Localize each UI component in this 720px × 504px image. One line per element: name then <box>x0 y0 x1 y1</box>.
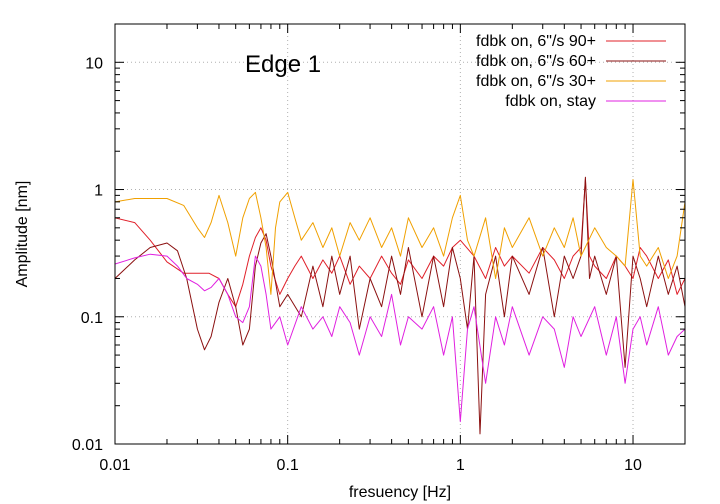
y-tick-label: 1 <box>94 183 103 200</box>
legend-label: fdbk on, 6"/s 60+ <box>476 53 596 70</box>
y-tick-label: 10 <box>85 55 103 72</box>
x-tick-labels: 0.01 0.1 1 10 <box>99 457 642 474</box>
series-line-3 <box>115 179 685 295</box>
y-tick-label: 0.01 <box>72 437 103 454</box>
x-tick-label: 1 <box>456 457 465 474</box>
legend: fdbk on, 6"/s 90+ fdbk on, 6"/s 60+ fdbk o… <box>476 33 666 110</box>
series-layer <box>115 176 685 435</box>
x-tick-label: 0.1 <box>277 457 299 474</box>
x-axis-label: fresuency [Hz] <box>349 484 451 501</box>
y-axis-label: Amplitude [nm] <box>14 181 31 288</box>
x-tick-label: 10 <box>624 457 642 474</box>
grid <box>114 24 685 445</box>
chart-title: Edge 1 <box>245 51 321 78</box>
tick-marks <box>114 24 685 445</box>
series-line-2 <box>115 176 685 435</box>
y-tick-labels: 0.01 0.1 1 10 <box>72 55 103 454</box>
series-line-4 <box>115 253 685 423</box>
legend-label: fdbk on, stay <box>505 93 596 110</box>
legend-label: fdbk on, 6"/s 30+ <box>476 73 596 90</box>
legend-label: fdbk on, 6"/s 90+ <box>476 33 596 50</box>
x-tick-label: 0.01 <box>99 457 130 474</box>
y-tick-label: 0.1 <box>81 310 103 327</box>
plot-frame <box>114 23 686 445</box>
